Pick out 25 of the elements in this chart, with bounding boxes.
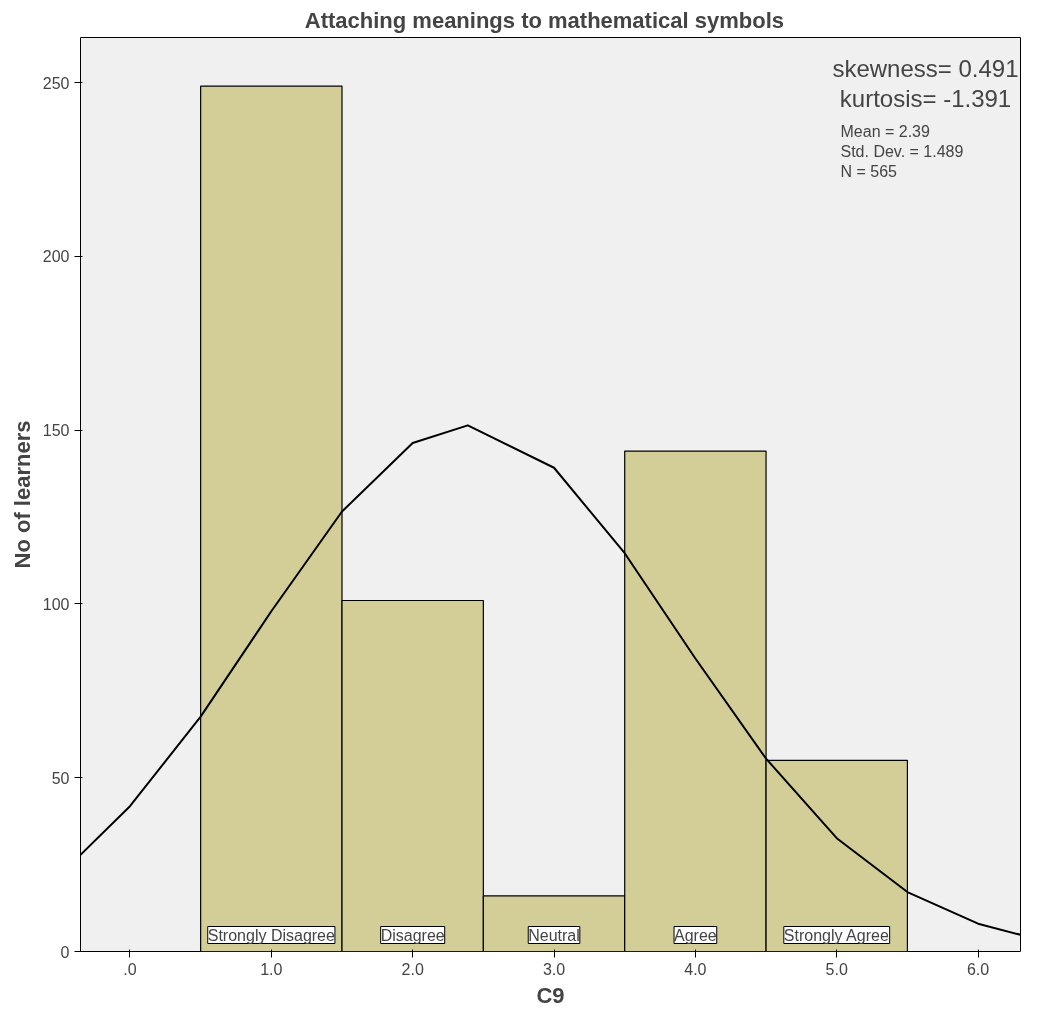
y-axis-title: No of learners [9,420,35,569]
y-tick-label: 50 [51,769,70,787]
annotation: Strongly Disagree [207,926,336,944]
x-tick-label: .0 [123,960,137,978]
annotation: Std. Dev. = 1.489 [840,142,964,160]
y-tick-label: 0 [60,943,70,961]
x-tick-label: 5.0 [825,960,848,978]
x-axis-title: C9 [536,982,565,1008]
x-tick-label: 6.0 [966,960,990,978]
annotation: skewness= 0.491 [832,54,1019,82]
annotation: Strongly Agree [783,926,889,944]
annotation: Disagree [380,926,445,944]
annotation: N = 565 [840,162,898,180]
y-tick-label: 100 [42,595,70,613]
x-tick-label: 2.0 [401,960,424,978]
annotation: Neutral [528,926,580,944]
x-tick-label: 4.0 [684,960,707,978]
annotation: kurtosis= -1.391 [839,84,1012,112]
annotation: Mean = 2.39 [840,122,930,140]
y-tick-label: 200 [42,248,70,266]
x-tick-label: 3.0 [542,960,566,978]
y-tick-label: 150 [42,422,70,440]
chart-title: Attaching meanings to mathematical symbols [304,7,785,33]
y-tick-label: 250 [42,74,70,92]
x-tick-label: 1.0 [260,960,283,978]
